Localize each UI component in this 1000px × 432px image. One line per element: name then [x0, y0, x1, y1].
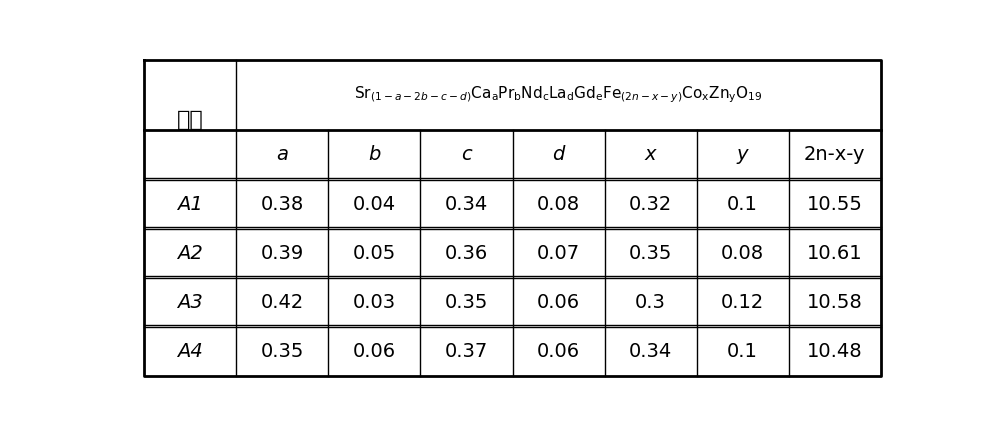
- Text: 0.35: 0.35: [261, 342, 304, 361]
- Text: 0.1: 0.1: [727, 342, 758, 361]
- Text: 0.03: 0.03: [353, 293, 396, 312]
- Text: 10.58: 10.58: [807, 293, 862, 312]
- Text: 0.12: 0.12: [721, 293, 764, 312]
- Text: 物相: 物相: [177, 110, 204, 130]
- Text: 0.06: 0.06: [353, 342, 396, 361]
- Text: d: d: [552, 146, 565, 165]
- Text: 0.06: 0.06: [537, 293, 580, 312]
- Text: 10.48: 10.48: [807, 342, 862, 361]
- Text: a: a: [276, 146, 288, 165]
- Text: 0.42: 0.42: [261, 293, 304, 312]
- Text: 0.39: 0.39: [261, 244, 304, 263]
- Text: 0.08: 0.08: [721, 244, 764, 263]
- Text: A2: A2: [178, 244, 203, 263]
- Text: 0.35: 0.35: [629, 244, 672, 263]
- Text: 0.3: 0.3: [635, 293, 666, 312]
- Text: 0.34: 0.34: [445, 195, 488, 214]
- Text: 2n-x-y: 2n-x-y: [804, 146, 865, 165]
- Text: 0.35: 0.35: [445, 293, 488, 312]
- Text: x: x: [645, 146, 656, 165]
- Text: A4: A4: [178, 342, 203, 361]
- Text: 0.1: 0.1: [727, 195, 758, 214]
- Text: 0.32: 0.32: [629, 195, 672, 214]
- Text: y: y: [737, 146, 748, 165]
- Text: $\mathrm{Sr}_{(1-a-2b-c-d)}\mathrm{Ca_aPr_bNd_cLa_dGd_eFe}_{(2n-x-y)}\mathrm{Co_: $\mathrm{Sr}_{(1-a-2b-c-d)}\mathrm{Ca_aP…: [354, 85, 763, 105]
- Text: A1: A1: [178, 195, 203, 214]
- Text: 0.36: 0.36: [445, 244, 488, 263]
- Text: 10.61: 10.61: [807, 244, 862, 263]
- Text: 0.07: 0.07: [537, 244, 580, 263]
- Text: c: c: [461, 146, 472, 165]
- Text: b: b: [368, 146, 381, 165]
- Text: 0.06: 0.06: [537, 342, 580, 361]
- Text: A3: A3: [178, 293, 203, 312]
- Text: 0.05: 0.05: [353, 244, 396, 263]
- Text: 0.38: 0.38: [261, 195, 304, 214]
- Text: 0.08: 0.08: [537, 195, 580, 214]
- Text: 0.04: 0.04: [353, 195, 396, 214]
- Text: 0.37: 0.37: [445, 342, 488, 361]
- Text: 10.55: 10.55: [807, 195, 863, 214]
- Text: 0.34: 0.34: [629, 342, 672, 361]
